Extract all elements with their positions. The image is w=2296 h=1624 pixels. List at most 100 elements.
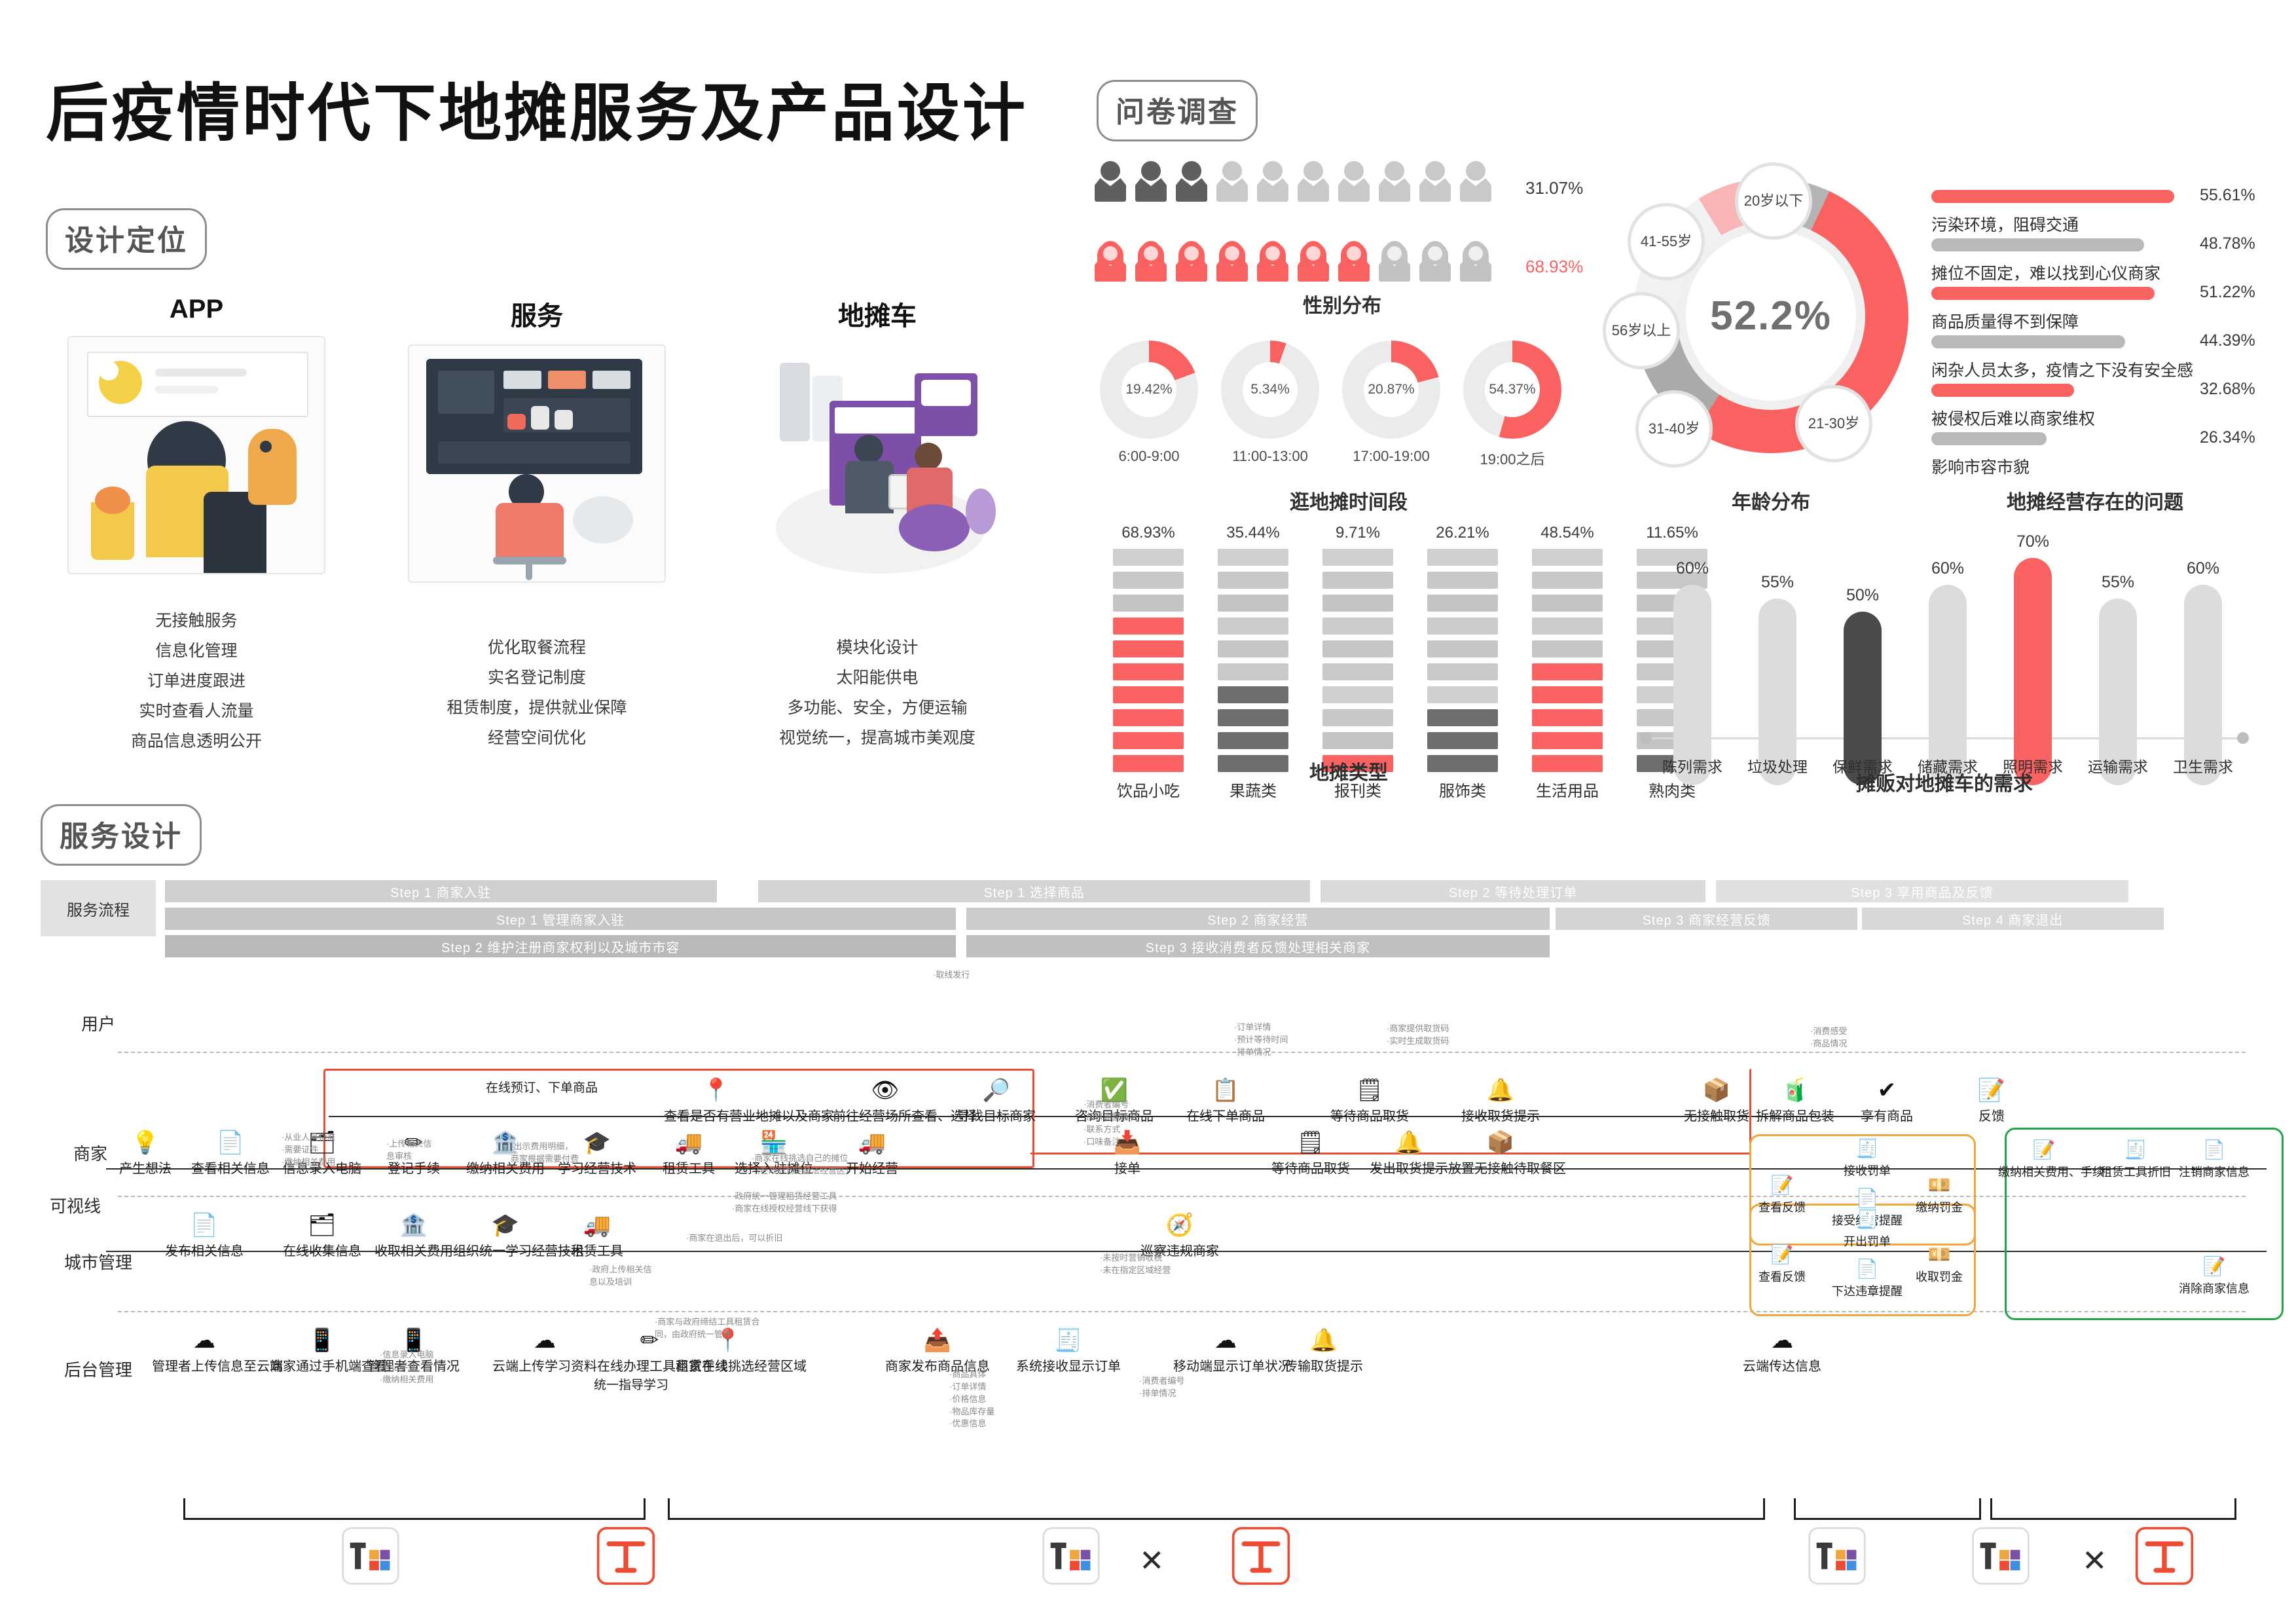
node-icon: 💡	[131, 1130, 160, 1155]
node-label: 登记手续	[388, 1162, 440, 1176]
node-icon: 📋	[1211, 1078, 1240, 1103]
demand-bar-group: 60%	[2154, 559, 2252, 785]
design-column-service: 服务 优化取餐流程 实名登记制度 租	[367, 295, 707, 753]
node-label: 放置无接触待取餐区	[1448, 1162, 1566, 1176]
stall-block	[1218, 595, 1288, 612]
donut-2: 5.34% 11:00-13:00	[1221, 341, 1319, 465]
app-logo	[1807, 1526, 1867, 1586]
stall-block	[1113, 640, 1184, 657]
journey-node: ☁ 移动端显示订单状况	[1173, 1328, 1291, 1375]
group-node: 📝 缴纳相关费用、手续	[1998, 1141, 2104, 1180]
node-label: 缴纳相关费用、手续	[1998, 1166, 2104, 1179]
stall-block	[1322, 640, 1393, 657]
node-icon: ☁	[1214, 1328, 1237, 1353]
node-icon: ✏	[404, 1130, 424, 1155]
demand-label: 卫生需求	[2173, 758, 2233, 775]
list-item: 实名登记制度	[487, 669, 586, 687]
node-icon: 📄	[1855, 1188, 1879, 1208]
stall-block	[1322, 709, 1393, 726]
stall-type-column: 9.71% 报刊类	[1322, 524, 1393, 801]
node-label: 在线下单商品	[1186, 1109, 1265, 1124]
node-icon: 📍	[702, 1078, 731, 1103]
node-label: 发出取货提示	[1370, 1162, 1448, 1176]
column-title: APP	[169, 295, 224, 323]
node-label: 查看是否有营业地摊以及商家	[664, 1109, 834, 1124]
group-node: 📄 接受经营提醒	[1821, 1189, 1913, 1228]
stall-block	[1427, 595, 1498, 612]
lane-label-merchant: 商家	[73, 1144, 108, 1164]
node-icon: 🚚	[858, 1130, 886, 1155]
node-icon: 🎓	[583, 1130, 611, 1155]
journey-node: 🔎 寻找目标商家	[944, 1079, 1049, 1124]
problem-value: 48.78%	[2200, 234, 2255, 253]
node-icon: 🧾	[1855, 1138, 1879, 1158]
lane-label-city: 城市管理	[64, 1253, 133, 1272]
learning-label: 统一指导学习	[594, 1378, 669, 1392]
node-icon: 💴	[1927, 1175, 1951, 1195]
stall-block	[1113, 663, 1184, 680]
baseline-city	[106, 1251, 2267, 1252]
stall-block	[1532, 618, 1603, 635]
node-icon: 🏦	[491, 1130, 520, 1155]
journey-node: ✏ 登记手续	[361, 1132, 466, 1177]
demand-bar-group: 60%	[1899, 559, 1997, 785]
annotation: ·订单详情 ·预计等待时间 ·排单情况	[1234, 1022, 1288, 1057]
journey-node: 📋 在线下单商品	[1173, 1079, 1278, 1124]
node-label: 管理者上传信息至云端	[152, 1359, 283, 1374]
stall-block	[1113, 755, 1184, 772]
app-illustration	[26, 336, 367, 585]
stall-value: 26.21%	[1436, 524, 1489, 542]
journey-node: 📱 商家通过手机端查看	[270, 1329, 388, 1375]
node-icon: 🔔	[1486, 1078, 1515, 1103]
node-icon: 📝	[2202, 1256, 2226, 1276]
stall-block	[1218, 572, 1288, 589]
problem-bar-row: 55.61% 污染环境，阻碍交通	[1931, 186, 2255, 236]
donut-caption: 17:00-19:00	[1353, 448, 1430, 464]
node-icon: 🔎	[982, 1078, 1011, 1103]
journey-node: 📦 放置无接触待取餐区	[1448, 1132, 1566, 1177]
node-icon: 🗒	[1355, 1078, 1384, 1103]
demand-value: 55%	[2101, 572, 2135, 591]
node-label: 商家在线挑选经营区域	[676, 1359, 807, 1374]
node-label: 系统接收显示订单	[1016, 1359, 1121, 1374]
node-label: 寻找目标商家	[957, 1109, 1036, 1124]
survey-label: 问卷调查	[1097, 80, 1258, 141]
stall-block	[1218, 640, 1288, 657]
stall-block	[1532, 595, 1603, 612]
problem-value: 32.68%	[2200, 380, 2255, 398]
stall-value: 11.65%	[1646, 524, 1698, 542]
node-icon: 🧾	[1855, 1209, 1879, 1229]
gender-male-icon-row	[1095, 161, 1491, 202]
donut-ring: 20.87%	[1342, 341, 1440, 439]
problem-label: 商品质量得不到保障	[1931, 313, 2079, 331]
problem-label: 污染环境，阻碍交通	[1931, 216, 2079, 234]
stall-block	[1218, 709, 1288, 726]
service-blueprint: 服务流程 Step 1 商家入驻 Step 1 选择商品 Step 2 等待处理订单…	[41, 871, 2284, 1545]
column-title: 地摊车	[838, 302, 917, 331]
stall-car-logo	[2134, 1526, 2195, 1586]
stall-value: 48.54%	[1540, 524, 1594, 542]
demand-bar	[2099, 598, 2137, 785]
node-label: 接收罚单	[1844, 1164, 1891, 1177]
person-icon	[1379, 161, 1410, 202]
list-item: 优化取餐流程	[487, 638, 586, 657]
annotation: ·从业人员标准 ·需要证件 ·缴纳相关费用	[282, 1132, 336, 1167]
problem-label: 摊位不固定，难以找到心仪商家	[1931, 265, 2161, 283]
male-percent: 31.07%	[1525, 178, 1584, 198]
person-icon	[1419, 161, 1451, 202]
stall-type-column: 26.21% 服饰类	[1427, 524, 1498, 801]
vendor-demand-title: 摊贩对地摊车的需求	[1856, 773, 2033, 795]
person-icon	[1216, 241, 1248, 282]
journey-node: 🚚 租赁工具	[545, 1214, 649, 1259]
node-label: 拆解商品包装	[1756, 1109, 1834, 1124]
person-icon	[1298, 241, 1329, 282]
stall-block	[1532, 732, 1603, 749]
stall-block	[1427, 686, 1498, 703]
annotation: ·出示费用明细， 商家根据需要付费	[511, 1141, 579, 1164]
donut-caption: 19:00之后	[1480, 451, 1545, 468]
journey-node: 🎓 学习经营技术	[545, 1132, 649, 1177]
node-label: 等待商品取货	[1330, 1109, 1409, 1124]
stall-block	[1113, 572, 1184, 589]
age-bubble-21-30: 21-30岁	[1795, 385, 1872, 462]
stall-label: 报刊类	[1334, 783, 1381, 800]
